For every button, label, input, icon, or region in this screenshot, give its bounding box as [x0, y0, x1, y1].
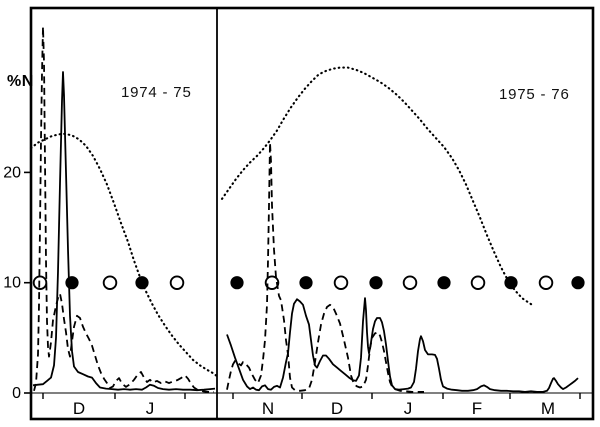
panel-1975-76-month-label: J	[404, 399, 413, 418]
y-tick-label: 20	[3, 164, 21, 181]
full-moon-icon	[102, 275, 118, 290]
new-moon-icon	[437, 276, 451, 290]
panel-1975-76-month-label: D	[331, 399, 343, 418]
full-moon-icon	[264, 275, 280, 290]
panel-1974-75-month-label: J	[146, 399, 155, 418]
full-moon-icon	[333, 275, 349, 290]
panel-1975-76-dotted-line	[220, 66, 534, 306]
panel-1975-76-dashed-line	[226, 141, 424, 393]
full-moon-icon	[470, 275, 486, 290]
panel-label-1974-75: 1974 - 75	[121, 84, 192, 101]
panel-1974-75-solid-line	[32, 71, 216, 392]
full-moon-icon	[538, 275, 554, 290]
new-moon-icon	[504, 276, 518, 290]
new-moon-icon	[230, 276, 244, 290]
panel-label-1975-76: 1975 - 76	[499, 86, 570, 103]
y-axis-title: %N	[7, 73, 34, 90]
full-moon-icon	[169, 275, 185, 290]
y-tick-label: 10	[3, 275, 21, 292]
plot-frame	[29, 6, 595, 421]
panel-1975-76-month-label: N	[262, 399, 274, 418]
new-moon-icon	[571, 276, 585, 290]
panel-1974-75-dashed-line	[33, 25, 214, 393]
y-tick-label: 0	[12, 385, 21, 402]
panel-1974-75-month-label: D	[73, 399, 85, 418]
panel-1975-76-month-label: M	[541, 399, 555, 418]
full-moon-icon	[402, 275, 418, 290]
new-moon-icon	[299, 276, 313, 290]
panel-1975-76-month-label: F	[472, 399, 482, 418]
new-moon-icon	[65, 276, 79, 290]
panel-1975-76-solid-line	[226, 297, 579, 393]
new-moon-icon	[369, 276, 383, 290]
